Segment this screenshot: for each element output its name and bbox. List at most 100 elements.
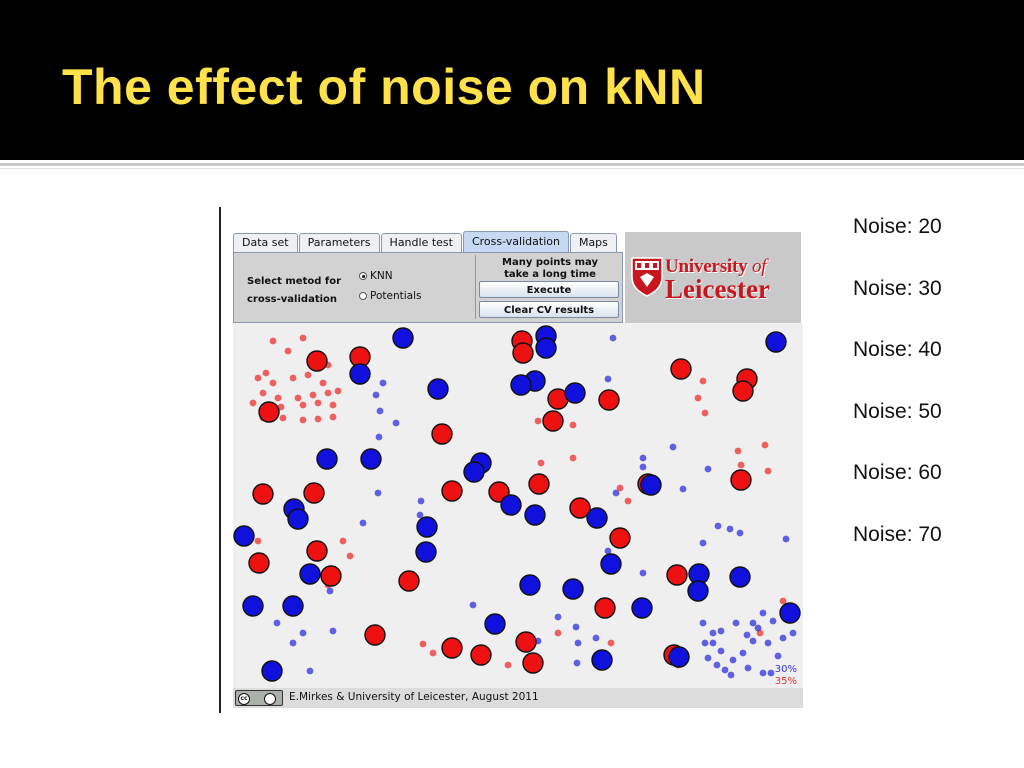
small-blue-point — [326, 587, 334, 595]
small-red-point — [319, 379, 327, 387]
small-blue-point — [717, 627, 725, 635]
radio-knn-label: KNN — [370, 270, 393, 282]
small-blue-point — [743, 631, 751, 639]
small-blue-point — [604, 547, 612, 555]
small-blue-point — [609, 334, 617, 342]
cv-method-label: Select metod for cross-validation — [247, 273, 357, 309]
slide-header: The effect of noise on kNN — [0, 0, 1024, 160]
test-red-point — [258, 401, 280, 423]
small-red-point — [607, 639, 615, 647]
test-red-point — [594, 597, 616, 619]
test-blue-point — [779, 602, 801, 624]
small-blue-point — [639, 454, 647, 462]
small-blue-point — [359, 519, 367, 527]
tab-parameters[interactable]: Parameters — [298, 233, 380, 252]
tab-data-set[interactable]: Data set — [233, 233, 298, 252]
test-red-point — [515, 631, 537, 653]
noise-level-60: Noise: 60 — [853, 461, 942, 484]
tab-handle-test[interactable]: Handle test — [380, 233, 462, 252]
test-blue-point — [242, 595, 264, 617]
small-red-point — [269, 337, 277, 345]
small-blue-point — [572, 623, 580, 631]
radio-knn[interactable]: KNN — [359, 270, 393, 282]
small-red-point — [334, 387, 342, 395]
test-blue-point — [631, 597, 653, 619]
small-red-point — [616, 484, 624, 492]
small-blue-point — [769, 617, 777, 625]
small-red-point — [259, 389, 267, 397]
small-red-point — [309, 391, 317, 399]
tab-cross-validation[interactable]: Cross-validation — [462, 231, 569, 252]
small-blue-point — [732, 619, 740, 627]
small-blue-point — [417, 497, 425, 505]
test-red-point — [398, 570, 420, 592]
test-blue-point — [360, 448, 382, 470]
test-red-point — [248, 552, 270, 574]
knn-scatter-canvas[interactable]: 30% 35% — [233, 323, 803, 688]
small-red-point — [569, 421, 577, 429]
small-red-point — [304, 371, 312, 379]
test-blue-point — [729, 566, 751, 588]
radio-knn-indicator[interactable] — [359, 272, 367, 280]
cv-warning-line2: take a long time — [504, 269, 596, 280]
attribution-icon — [264, 693, 276, 705]
header-rule — [0, 163, 1024, 166]
small-blue-point — [639, 569, 647, 577]
small-blue-point — [717, 647, 725, 655]
small-blue-point — [604, 375, 612, 383]
small-red-point — [624, 497, 632, 505]
small-blue-point — [713, 661, 721, 669]
radio-potentials-indicator[interactable] — [359, 292, 367, 300]
small-blue-point — [729, 656, 737, 664]
clear-cv-results-button[interactable]: Clear CV results — [479, 301, 619, 318]
small-red-point — [279, 414, 287, 422]
small-red-point — [314, 399, 322, 407]
small-blue-point — [554, 613, 562, 621]
small-red-point — [779, 597, 787, 605]
small-blue-point — [699, 619, 707, 627]
small-blue-point — [306, 667, 314, 675]
test-blue-point — [524, 504, 546, 526]
execute-button[interactable]: Execute — [479, 281, 619, 298]
small-blue-point — [299, 629, 307, 637]
small-blue-point — [782, 535, 790, 543]
small-blue-point — [375, 433, 383, 441]
small-red-point — [569, 454, 577, 462]
small-blue-point — [714, 522, 722, 530]
small-red-point — [277, 403, 285, 411]
test-red-point — [320, 565, 342, 587]
test-blue-point — [282, 595, 304, 617]
test-blue-point — [233, 525, 255, 547]
test-blue-point — [564, 382, 586, 404]
test-blue-point — [765, 331, 787, 353]
small-red-point — [254, 374, 262, 382]
small-red-point — [504, 661, 512, 669]
small-red-point — [329, 413, 337, 421]
test-red-point — [303, 482, 325, 504]
cc-icon: cc — [238, 693, 250, 705]
small-blue-point — [736, 529, 744, 537]
small-red-point — [324, 389, 332, 397]
small-blue-point — [416, 511, 424, 519]
small-blue-point — [754, 624, 762, 632]
test-blue-point — [586, 507, 608, 529]
leicester-shield-icon — [631, 257, 663, 297]
test-red-point — [670, 358, 692, 380]
tab-maps[interactable]: Maps — [569, 233, 617, 252]
radio-potentials[interactable]: Potentials — [359, 290, 421, 302]
test-red-point — [306, 350, 328, 372]
cross-validation-panel: Select metod for cross-validation KNN Po… — [233, 252, 623, 323]
cv-method-label-line2: cross-validation — [247, 294, 338, 305]
small-red-point — [329, 401, 337, 409]
creative-commons-badge: cc — [235, 690, 283, 706]
small-red-point — [537, 459, 545, 467]
test-red-point — [306, 540, 328, 562]
small-blue-point — [709, 629, 717, 637]
small-blue-point — [392, 419, 400, 427]
test-red-point — [598, 389, 620, 411]
test-blue-point — [600, 553, 622, 575]
small-red-point — [339, 537, 347, 545]
small-red-point — [419, 640, 427, 648]
small-blue-point — [764, 639, 772, 647]
test-blue-point — [535, 337, 557, 359]
